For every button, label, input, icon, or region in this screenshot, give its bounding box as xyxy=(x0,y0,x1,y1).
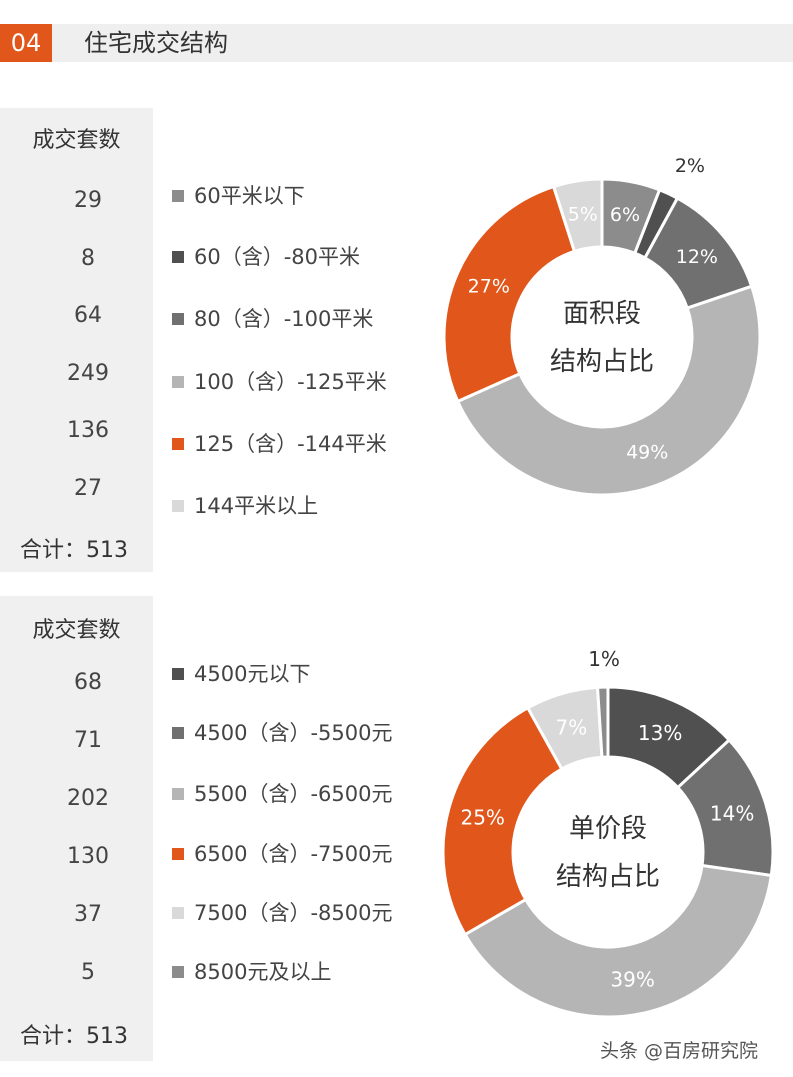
area-count-2: 8 xyxy=(81,246,95,271)
donut-slice xyxy=(455,284,762,497)
donut-center-label: 结构占比 xyxy=(550,347,654,377)
area-legend-item: 144平米以上 xyxy=(172,492,318,520)
slice-percent-label: 6% xyxy=(610,204,640,226)
area-count-6: 27 xyxy=(74,476,102,501)
slice-percent-label: 49% xyxy=(626,441,668,463)
donut-slice xyxy=(441,705,564,937)
area-count-1: 29 xyxy=(74,188,102,213)
area-count-5: 136 xyxy=(67,418,109,443)
section-title: 住宅成交结构 xyxy=(84,29,228,57)
legend-label: 7500（含）-8500元 xyxy=(194,901,393,925)
price-count-header: 成交套数 xyxy=(32,618,121,643)
price-count-3: 202 xyxy=(67,786,109,811)
slice-percent-label: 5% xyxy=(568,203,598,225)
slice-percent-label: 14% xyxy=(710,801,754,825)
legend-swatch xyxy=(172,437,184,450)
legend-label: 4500（含）-5500元 xyxy=(194,721,393,745)
legend-swatch xyxy=(172,965,184,978)
price-count-5: 37 xyxy=(74,902,102,927)
area-legend-item: 60（含）-80平米 xyxy=(172,243,360,271)
price-count-panel: 成交套数 68 71 202 130 37 5 合计：513 xyxy=(0,596,153,1061)
slice-percent-label: 7% xyxy=(556,715,588,739)
area-count-header: 成交套数 xyxy=(32,128,121,153)
watermark-text: 头条 @百房研究院 xyxy=(600,1040,759,1062)
legend-label: 5500（含）-6500元 xyxy=(194,782,393,806)
slice-percent-label: 39% xyxy=(610,968,654,992)
donut-slice xyxy=(442,184,577,404)
legend-swatch xyxy=(172,787,184,800)
legend-label: 100（含）-125平米 xyxy=(194,370,387,394)
slice-percent-label: 27% xyxy=(468,275,510,297)
price-count-total: 合计：513 xyxy=(20,1024,128,1049)
price-legend-item: 5500（含）-6500元 xyxy=(172,780,392,808)
legend-label: 60平米以下 xyxy=(194,184,305,208)
area-legend-item: 125（含）-144平米 xyxy=(172,430,387,458)
price-count-1: 68 xyxy=(74,670,102,695)
price-count-6: 5 xyxy=(81,960,95,985)
area-count-panel: 成交套数 29 8 64 249 136 27 合计：513 xyxy=(0,108,153,572)
slice-percent-label: 1% xyxy=(588,647,620,671)
price-count-2: 71 xyxy=(74,728,102,753)
donut-slice xyxy=(463,863,774,1019)
area-count-3: 64 xyxy=(74,303,102,328)
legend-swatch xyxy=(172,312,184,325)
donut-center-label: 结构占比 xyxy=(556,862,660,892)
legend-swatch xyxy=(172,667,184,680)
section-number-badge: 04 xyxy=(0,24,52,62)
price-legend-item: 7500（含）-8500元 xyxy=(172,899,392,927)
donut-slice xyxy=(551,177,604,254)
slice-percent-label: 13% xyxy=(638,721,682,745)
slice-percent-label: 2% xyxy=(675,155,705,177)
legend-swatch xyxy=(172,726,184,739)
legend-swatch xyxy=(172,499,184,512)
legend-label: 125（含）-144平米 xyxy=(194,432,387,456)
legend-swatch xyxy=(172,847,184,860)
section-header: 04 住宅成交结构 xyxy=(0,24,793,62)
slice-percent-label: 12% xyxy=(676,246,718,268)
area-legend-item: 100（含）-125平米 xyxy=(172,368,387,396)
donut-center-label: 单价段 xyxy=(569,814,647,844)
price-legend-item: 4500（含）-5500元 xyxy=(172,719,392,747)
area-legend-item: 80（含）-100平米 xyxy=(172,305,373,333)
legend-label: 4500元以下 xyxy=(194,662,311,686)
donut-center-label: 面积段 xyxy=(563,299,641,329)
donut-slice xyxy=(595,685,610,759)
slice-percent-label: 25% xyxy=(460,805,504,829)
area-count-total: 合计：513 xyxy=(20,538,128,563)
price-count-4: 130 xyxy=(67,844,109,869)
legend-label: 80（含）-100平米 xyxy=(194,307,374,331)
legend-label: 60（含）-80平米 xyxy=(194,245,361,269)
legend-swatch xyxy=(172,906,184,919)
legend-label: 144平米以上 xyxy=(194,494,319,518)
area-count-4: 249 xyxy=(67,361,109,386)
price-legend-item: 8500元及以上 xyxy=(172,958,331,986)
price-legend-item: 6500（含）-7500元 xyxy=(172,840,392,868)
legend-swatch xyxy=(172,375,184,388)
price-legend-item: 4500元以下 xyxy=(172,660,310,688)
legend-label: 6500（含）-7500元 xyxy=(194,842,393,866)
legend-label: 8500元及以上 xyxy=(194,960,332,984)
legend-swatch xyxy=(172,250,184,263)
area-legend-item: 60平米以下 xyxy=(172,182,305,210)
legend-swatch xyxy=(172,189,184,202)
